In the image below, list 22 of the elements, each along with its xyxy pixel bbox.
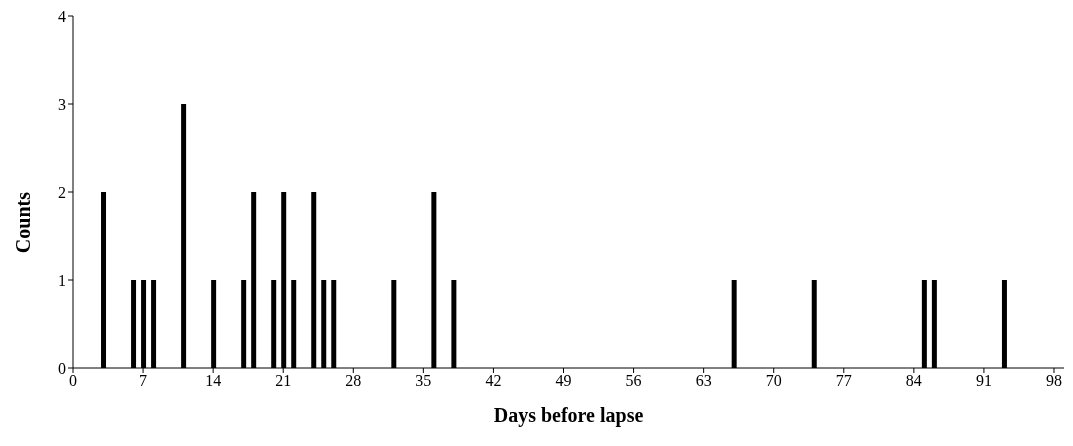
- x-tick-label: 42: [485, 372, 502, 390]
- x-tick-label: 0: [69, 372, 77, 390]
- x-tick-label: 14: [205, 372, 222, 390]
- x-axis-title: Days before lapse: [493, 404, 644, 428]
- y-tick-label: 4: [58, 7, 66, 25]
- x-tick-label: 7: [139, 372, 148, 390]
- x-tick-label: 91: [975, 372, 992, 390]
- x-tick-label: 63: [695, 372, 712, 390]
- x-tick-label: 56: [625, 372, 642, 390]
- x-tick-label: 28: [345, 372, 362, 390]
- x-tick-label: 21: [275, 372, 292, 390]
- x-tick-label: 77: [835, 372, 852, 390]
- y-axis-title: Counts: [12, 191, 35, 254]
- y-tick-label: 0: [58, 359, 66, 377]
- y-tick-label: 2: [58, 183, 66, 201]
- x-tick-label: 70: [765, 372, 782, 390]
- y-tick-label: 3: [58, 95, 66, 113]
- x-tick-label: 35: [415, 372, 432, 390]
- y-tick-label: 1: [58, 271, 66, 289]
- x-tick-label: 49: [555, 372, 572, 390]
- x-tick-label: 84: [905, 372, 922, 390]
- x-tick-label: 98: [1045, 372, 1062, 390]
